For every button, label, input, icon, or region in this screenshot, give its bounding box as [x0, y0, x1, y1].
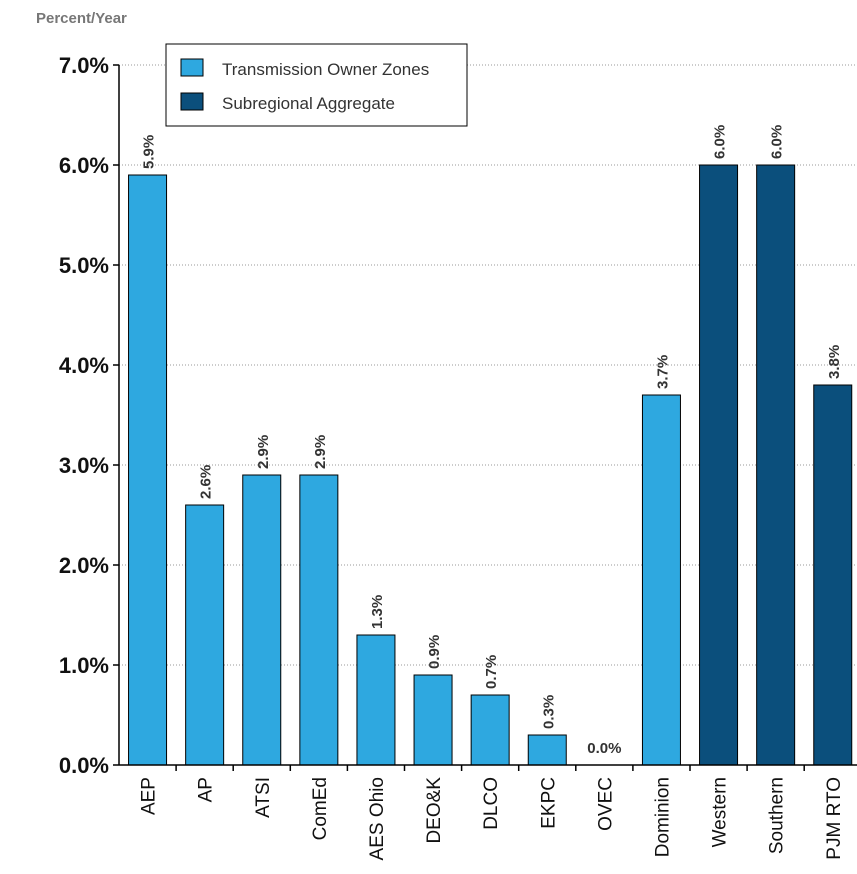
y-tick-label: 0.0% [59, 753, 109, 778]
data-labels: 5.9% 2.6% 2.9% 2.9% 1.3% 0.9% 0.7% 0.3% 0.0% 3.7%… [141, 125, 843, 757]
y-tick-label: 7.0% [59, 53, 109, 78]
x-tick-label: AP [196, 777, 217, 802]
bar [527, 734, 567, 766]
legend-swatch-zones [180, 58, 204, 77]
x-tick-label: OVEC [595, 777, 616, 831]
bar [413, 674, 453, 766]
data-label: 3.8% [826, 345, 843, 379]
data-label: 0.0% [587, 740, 621, 757]
data-label: 0.9% [426, 635, 443, 669]
axes: 0.0% 1.0% 2.0% 3.0% 4.0% 5.0% 6.0% 7.0% AEP AP ATS… [59, 53, 857, 860]
x-tick-label: AEP [139, 777, 160, 815]
x-tick-label: AES Ohio [367, 777, 388, 860]
x-tick-label: Dominion [652, 777, 673, 857]
bar [299, 474, 339, 766]
legend: Transmission Owner Zones Subregional Agg… [165, 43, 468, 127]
data-label: 2.6% [198, 465, 215, 499]
bar [242, 474, 282, 766]
data-label: 2.9% [312, 435, 329, 469]
data-label: 6.0% [712, 125, 729, 159]
x-tick-label: EKPC [538, 777, 559, 829]
y-tick-label: 2.0% [59, 553, 109, 578]
y-tick-label: 5.0% [59, 253, 109, 278]
bar [185, 504, 225, 766]
bar [356, 634, 396, 766]
data-label: 3.7% [654, 355, 671, 389]
data-label: 0.7% [483, 655, 500, 689]
bar [699, 164, 739, 766]
legend-label-aggregate: Subregional Aggregate [222, 94, 395, 113]
x-tick-label: DLCO [481, 777, 502, 830]
data-label: 6.0% [769, 125, 786, 159]
bar [128, 174, 168, 766]
data-label: 1.3% [369, 595, 386, 629]
x-tick-label: Western [710, 777, 731, 847]
bars [128, 164, 853, 766]
gridlines [119, 64, 857, 666]
bar [470, 694, 510, 766]
bar [756, 164, 796, 766]
y-tick-label: 6.0% [59, 153, 109, 178]
x-tick-label: DEO&K [424, 777, 445, 844]
bar [813, 384, 853, 766]
y-tick-label: 4.0% [59, 353, 109, 378]
y-unit-label: Percent/Year [36, 10, 127, 27]
x-tick-label: Southern [767, 777, 788, 854]
x-tick-label: ComEd [310, 777, 331, 840]
x-tick-label: ATSI [253, 777, 274, 818]
y-tick-label: 1.0% [59, 653, 109, 678]
legend-swatch-aggregate [180, 92, 204, 111]
x-tick-label: PJM RTO [824, 777, 845, 860]
legend-box [165, 43, 468, 127]
data-label: 0.3% [540, 695, 557, 729]
bar [641, 394, 681, 766]
data-label: 2.9% [255, 435, 272, 469]
legend-label-zones: Transmission Owner Zones [222, 60, 429, 79]
y-tick-label: 3.0% [59, 453, 109, 478]
data-label: 5.9% [141, 135, 158, 169]
